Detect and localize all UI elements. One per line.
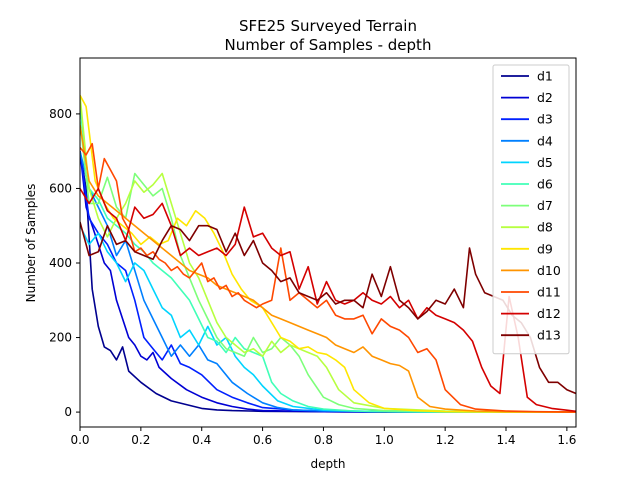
series-line-d2 [80,151,576,413]
legend-label-d2: d2 [537,90,553,105]
legend-label-d3: d3 [537,112,553,127]
y-axis-label: Number of Samples [24,184,38,303]
series-line-d7 [80,121,576,413]
x-tick-label: 1.0 [375,433,394,447]
series-line-d12 [80,187,576,413]
legend-label-d5: d5 [537,155,553,170]
y-tick-label: 400 [49,256,72,270]
series-line-d11 [80,142,576,413]
x-tick-label: 1.2 [436,433,455,447]
series-line-d4 [80,151,576,413]
legend-label-d6: d6 [537,177,553,192]
x-tick-label: 0.8 [314,433,333,447]
series-line-d8 [80,95,576,413]
x-tick-label: 0.2 [131,433,150,447]
series-line-d10 [80,124,576,413]
series-line-d6 [80,106,576,413]
chart-subtitle: Number of Samples - depth [225,36,432,54]
y-tick-label: 0 [64,405,72,419]
x-tick-label: 0.6 [253,433,272,447]
legend-label-d1: d1 [537,69,553,84]
axes-frame [79,57,577,428]
legend-box [492,64,570,355]
legend-label-d4: d4 [537,133,553,148]
legend-label-d11: d11 [537,285,561,300]
series-lines [80,94,576,413]
legend-label-d10: d10 [537,263,561,278]
x-axis-label: depth [311,457,346,471]
y-tick-label: 800 [49,107,72,121]
x-tick-label: 0.0 [70,433,89,447]
series-line-d13 [80,221,576,395]
x-tick-label: 1.6 [557,433,576,447]
x-tick-label: 0.4 [192,433,211,447]
series-line-d5 [80,225,576,413]
series-line-d9 [80,94,576,413]
legend-label-d9: d9 [537,241,553,256]
plot-area: 0.0 0.2 0.4 0.6 0.8 1.0 1.2 1.4 1.6 0 200 400 600 800 [49,57,577,447]
legend-label-d13: d13 [537,328,561,343]
legend-label-d8: d8 [537,220,553,235]
y-tick-label: 600 [49,181,72,195]
legend-label-d7: d7 [537,198,553,213]
legend: d1 d2 d3 d4 d5 d6 d7 d8 d9 d10 d11 d12 d13 [492,64,570,355]
chart-title: SFE25 Surveyed Terrain [239,17,417,35]
x-tick-label: 1.4 [496,433,515,447]
y-tick-label: 200 [49,331,72,345]
legend-label-d12: d12 [537,306,561,321]
